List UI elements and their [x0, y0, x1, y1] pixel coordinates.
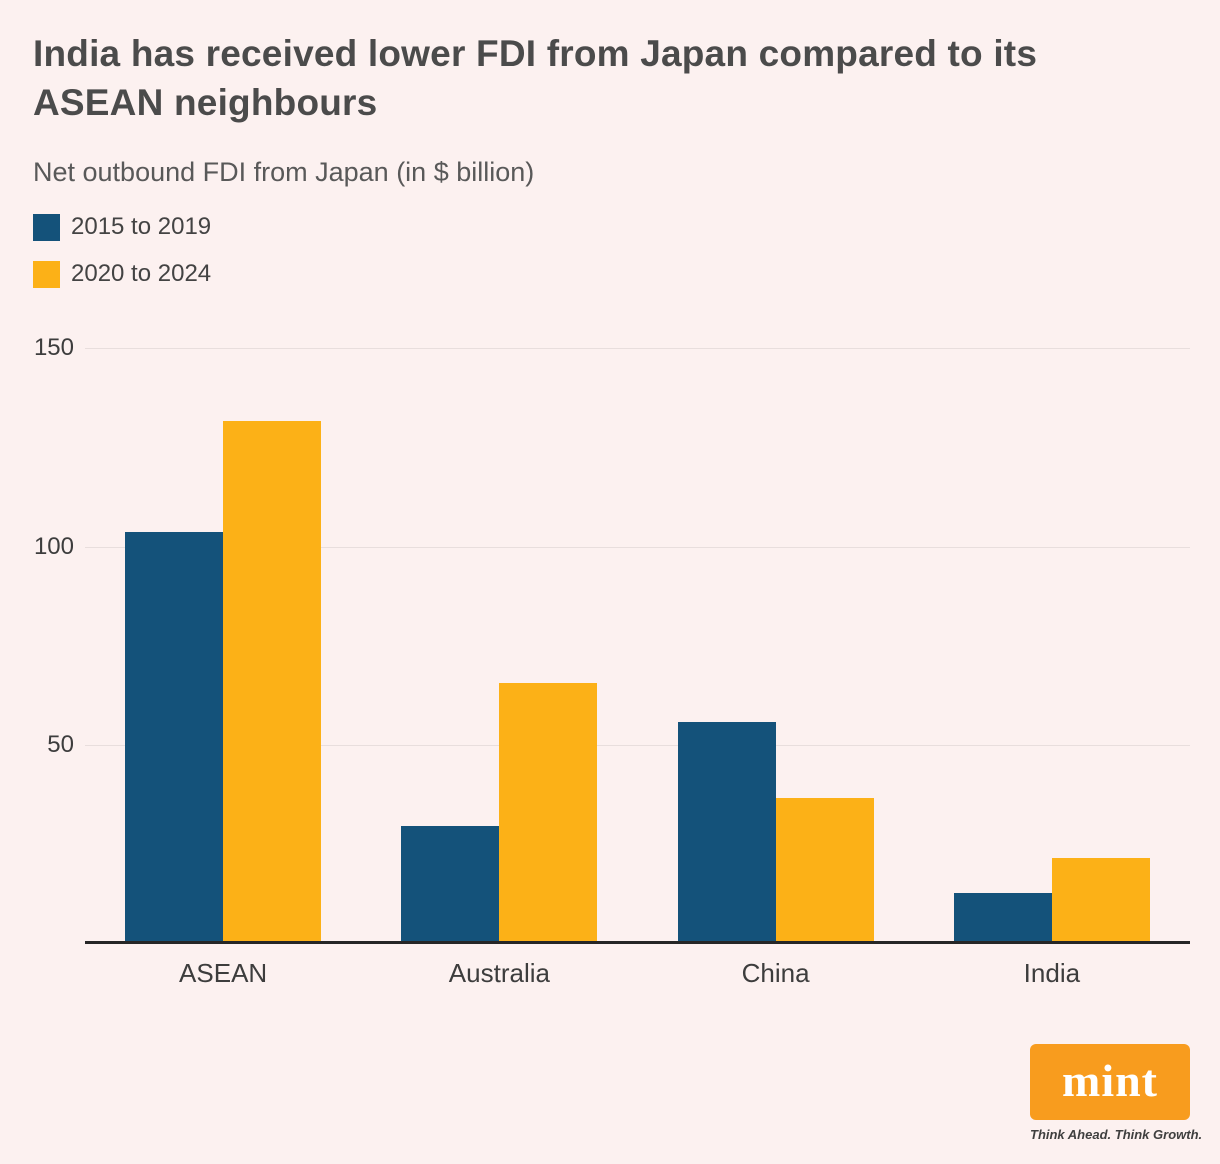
- plot-area: [85, 348, 1190, 944]
- legend-swatch: [33, 213, 60, 241]
- bar-india-2020-2024: [1051, 857, 1150, 941]
- gridline: [85, 546, 1190, 548]
- x-axis-label-asean: ASEAN: [179, 958, 268, 988]
- chart-subtitle: Net outbound FDI from Japan (in $ billio…: [33, 157, 535, 187]
- x-axis-label-china: China: [741, 958, 810, 988]
- y-axis-tick-label: 150: [33, 334, 74, 361]
- legend-label: 2015 to 2019: [71, 213, 212, 240]
- y-axis-tick-label: 100: [33, 532, 74, 560]
- legend-item-2015-2019: 2015 to 2019: [33, 213, 211, 241]
- mint-logo-text: mint: [1062, 1054, 1158, 1106]
- legend: 2015 to 2019 2020 to 2024: [33, 213, 211, 288]
- legend-item-2020-2024: 2020 to 2024: [33, 260, 211, 288]
- gridline: [85, 348, 1190, 349]
- bar-asean-2015-2019: [125, 531, 224, 941]
- bar-india-2015-2019: [953, 893, 1052, 941]
- logo-tagline: Think Ahead. Think Growth.: [1030, 1127, 1203, 1142]
- bar-australia-2020-2024: [499, 682, 598, 941]
- legend-label: 2020 to 2024: [71, 260, 212, 287]
- legend-swatch: [33, 260, 60, 288]
- y-axis-tick-label: 50: [47, 731, 74, 759]
- bar-china-2015-2019: [677, 722, 776, 941]
- bar-asean-2020-2024: [223, 420, 322, 941]
- chart-title: India has received lower FDI from Japan …: [33, 33, 1038, 123]
- x-axis-label-india: India: [1023, 958, 1081, 988]
- bar-china-2020-2024: [775, 797, 874, 941]
- bar-australia-2015-2019: [401, 825, 500, 941]
- x-axis-label-australia: Australia: [448, 958, 550, 988]
- gridline: [85, 745, 1190, 747]
- mint-logo: mint: [1030, 1044, 1190, 1120]
